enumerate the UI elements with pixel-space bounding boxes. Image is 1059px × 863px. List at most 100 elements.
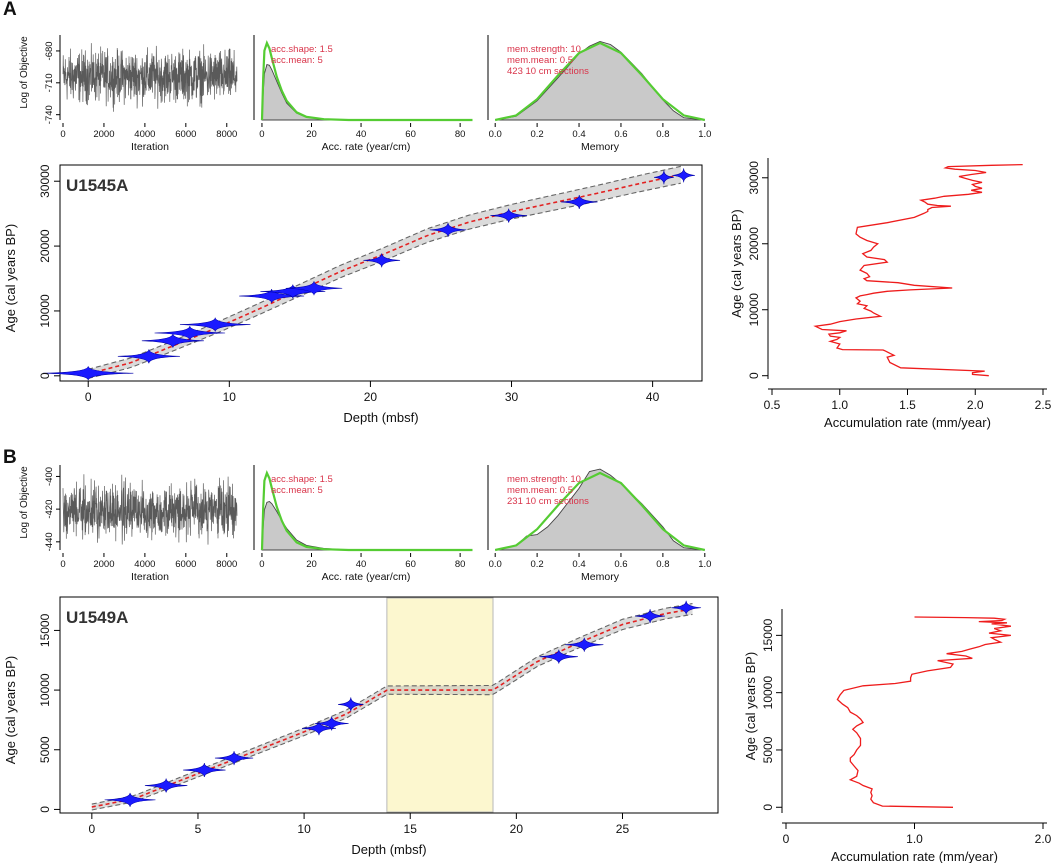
dated-sample-marker bbox=[179, 317, 251, 332]
dated-sample-marker bbox=[363, 253, 401, 268]
iteration-x-tick-label: 4000 bbox=[134, 559, 155, 570]
memory-x-tick-label: 0.2 bbox=[531, 129, 544, 140]
dated-sample-marker bbox=[314, 716, 349, 731]
iteration-x-axis-label: Iteration bbox=[131, 571, 169, 583]
dated-sample-marker bbox=[565, 637, 604, 652]
age-depth-y-axis-label: Age (cal years BP) bbox=[3, 224, 18, 332]
acc-profile-x-tick-label: 2.0 bbox=[1035, 832, 1052, 846]
accumulation-rate-line bbox=[813, 163, 1023, 377]
age-depth-y-tick-label: 20000 bbox=[38, 229, 52, 263]
dated-sample-marker bbox=[183, 762, 226, 778]
hiatus-band bbox=[386, 597, 494, 813]
iteration-x-tick-label: 2000 bbox=[93, 559, 114, 570]
acc-posterior-area bbox=[261, 64, 473, 121]
model-upper-bound-line bbox=[91, 602, 693, 805]
acc-profile-y-tick-label: 0 bbox=[747, 372, 761, 379]
memory-x-tick-label: 0.6 bbox=[614, 129, 627, 140]
acc-profile-x-tick-label: 0.5 bbox=[764, 398, 781, 412]
iteration-y-tick-label: -400 bbox=[44, 467, 55, 486]
acc-x-tick-label: 40 bbox=[356, 129, 367, 140]
age-depth-y-tick-label: 10000 bbox=[38, 673, 52, 707]
acc-legend-text: acc.mean: 5 bbox=[271, 485, 323, 496]
iteration-y-tick-label: -420 bbox=[44, 500, 55, 519]
acc-legend-text: acc.shape: 1.5 bbox=[271, 474, 333, 485]
acc-profile-x-axis-label: Accumulation rate (mm/year) bbox=[824, 415, 991, 430]
iteration-y-tick-label: -740 bbox=[44, 105, 55, 124]
memory-prior-line bbox=[494, 41, 706, 122]
acc-profile-y-axis-label: Age (cal years BP) bbox=[729, 209, 744, 317]
acc-x-tick-label: 0 bbox=[259, 129, 264, 140]
age-depth-x-tick-label: 20 bbox=[364, 390, 378, 404]
acc-legend-text: acc.mean: 5 bbox=[271, 55, 323, 66]
acc-profile-y-tick-label: 10000 bbox=[747, 293, 761, 327]
dated-sample-marker bbox=[260, 284, 326, 299]
mcmc-trace-line bbox=[62, 43, 238, 112]
acc-profile-y-tick-label: 0 bbox=[761, 804, 775, 811]
memory-x-tick-label: 1.0 bbox=[698, 129, 711, 140]
memory-posterior-area bbox=[495, 41, 705, 121]
memory-legend-text: 231 10 cm sections bbox=[507, 496, 589, 507]
age-depth-x-tick-label: 30 bbox=[505, 390, 519, 404]
acc-profile-x-tick-label: 1.0 bbox=[906, 832, 923, 846]
memory-x-tick-label: 0.0 bbox=[489, 129, 502, 140]
acc-posterior-area bbox=[261, 500, 473, 551]
model-lower-bound-line bbox=[91, 613, 693, 811]
age-depth-y-tick-label: 10000 bbox=[38, 294, 52, 328]
age-depth-y-tick-label: 15000 bbox=[38, 613, 52, 647]
acc-profile-y-tick-label: 30000 bbox=[747, 161, 761, 195]
memory-x-tick-label: 0.0 bbox=[489, 559, 502, 570]
dated-sample-marker bbox=[301, 721, 336, 736]
dated-sample-marker bbox=[154, 325, 226, 341]
acc-profile-x-tick-label: 2.0 bbox=[967, 398, 984, 412]
iteration-x-tick-label: 2000 bbox=[93, 129, 114, 140]
dated-sample-marker bbox=[141, 333, 204, 348]
dated-sample-marker bbox=[338, 697, 364, 712]
age-depth-x-tick-label: 20 bbox=[510, 822, 524, 836]
acc-profile-y-tick-label: 15000 bbox=[761, 618, 775, 652]
iteration-y-axis-label: Log of Objective bbox=[19, 36, 30, 109]
acc-x-tick-label: 60 bbox=[405, 559, 416, 570]
model-lower-bound-line bbox=[88, 182, 681, 379]
iteration-x-tick-label: 6000 bbox=[175, 559, 196, 570]
panel-letter: A bbox=[3, 0, 17, 20]
memory-x-tick-label: 0.2 bbox=[531, 559, 544, 570]
iteration-y-axis-label: Log of Objective bbox=[19, 466, 30, 539]
age-depth-x-tick-label: 10 bbox=[297, 822, 311, 836]
memory-prior-line bbox=[494, 471, 706, 552]
acc-x-tick-label: 20 bbox=[306, 129, 317, 140]
memory-x-tick-label: 0.8 bbox=[656, 559, 669, 570]
acc-profile-y-tick-label: 10000 bbox=[761, 676, 775, 710]
acc-profile-x-axis-label: Accumulation rate (mm/year) bbox=[831, 849, 998, 863]
acc-profile-y-axis-label: Age (cal years BP) bbox=[743, 652, 758, 760]
acc-x-axis-label: Acc. rate (year/cm) bbox=[322, 141, 411, 153]
memory-posterior-area bbox=[495, 468, 705, 551]
acc-profile-y-tick-label: 20000 bbox=[747, 227, 761, 261]
dated-sample-marker bbox=[635, 609, 665, 624]
iteration-x-tick-label: 8000 bbox=[216, 559, 237, 570]
age-depth-x-tick-label: 0 bbox=[88, 822, 95, 836]
age-depth-x-tick-label: 0 bbox=[85, 390, 92, 404]
memory-x-tick-label: 1.0 bbox=[698, 559, 711, 570]
acc-profile-y-tick-label: 5000 bbox=[761, 736, 775, 763]
core-name-label: U1545A bbox=[66, 176, 128, 195]
acc-x-tick-label: 0 bbox=[259, 559, 264, 570]
memory-x-axis-label: Memory bbox=[581, 141, 620, 153]
memory-legend-text: mem.mean: 0.5 bbox=[507, 55, 573, 66]
dated-sample-marker bbox=[214, 751, 254, 766]
accumulation-rate-line bbox=[836, 616, 1011, 808]
acc-legend-text: acc.shape: 1.5 bbox=[271, 44, 333, 55]
iteration-y-tick-label: -680 bbox=[44, 41, 55, 60]
age-depth-x-axis-label: Depth (mbsf) bbox=[351, 842, 426, 857]
iteration-x-tick-label: 0 bbox=[60, 559, 65, 570]
age-depth-x-axis-label: Depth (mbsf) bbox=[343, 410, 418, 425]
age-depth-x-tick-label: 5 bbox=[195, 822, 202, 836]
panel-letter: B bbox=[3, 447, 17, 468]
acc-profile-x-tick-label: 2.5 bbox=[1035, 398, 1052, 412]
dated-sample-marker bbox=[285, 281, 343, 296]
memory-legend-text: mem.strength: 10 bbox=[507, 474, 581, 485]
memory-legend-text: mem.mean: 0.5 bbox=[507, 485, 573, 496]
age-depth-x-tick-label: 25 bbox=[616, 822, 630, 836]
memory-x-tick-label: 0.4 bbox=[572, 129, 585, 140]
age-depth-x-tick-label: 10 bbox=[223, 390, 237, 404]
memory-x-tick-label: 0.4 bbox=[572, 559, 585, 570]
